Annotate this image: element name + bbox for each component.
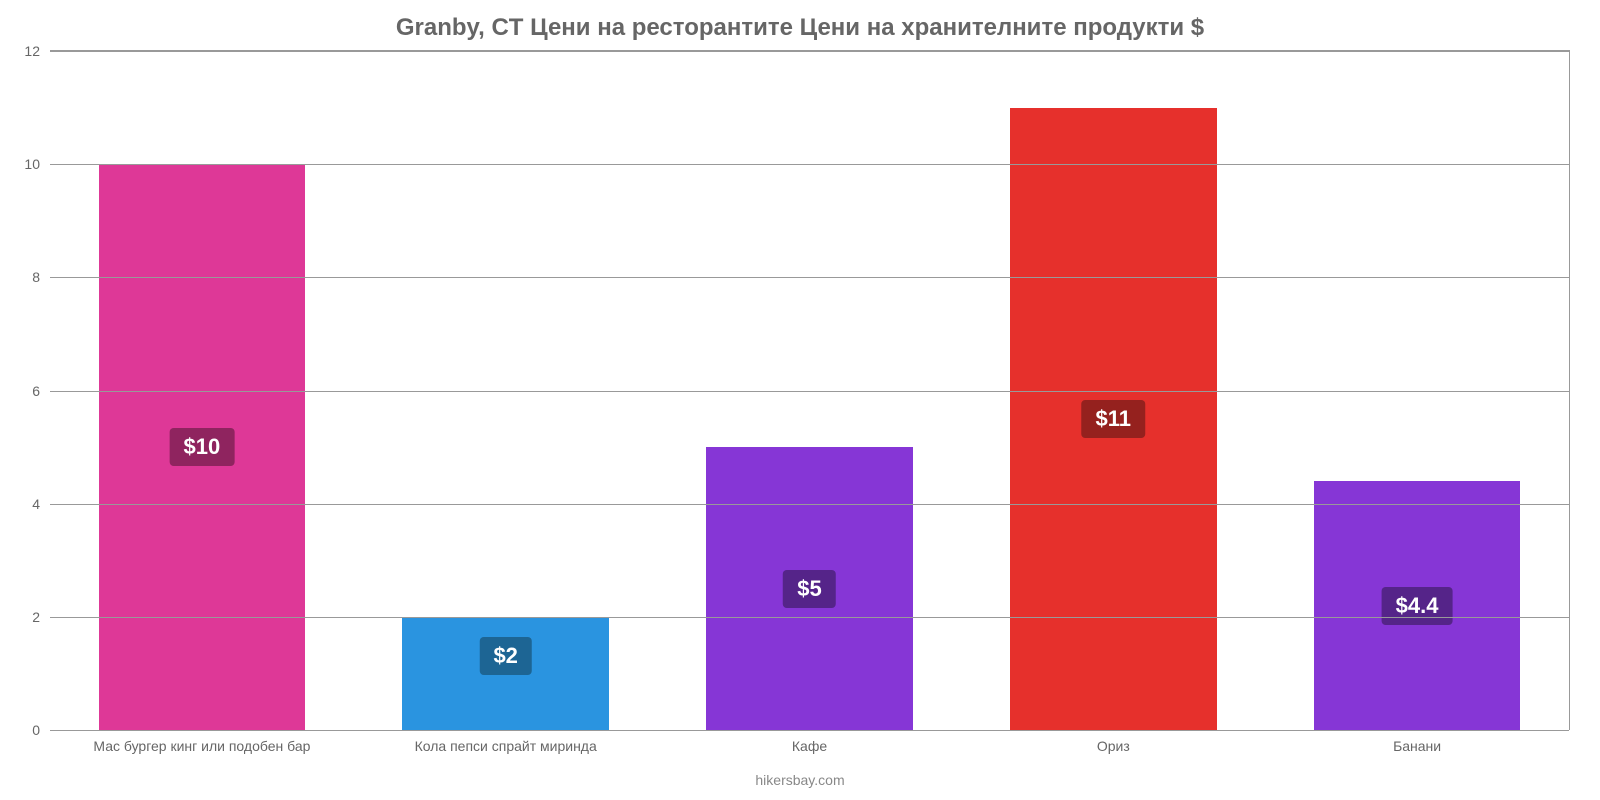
x-tick-label: Ориз bbox=[1097, 738, 1130, 754]
y-tick-label: 12 bbox=[24, 43, 40, 59]
y-tick-label: 4 bbox=[32, 496, 40, 512]
gridline bbox=[50, 617, 1569, 618]
x-tick-label: Кола пепси спрайт миринда bbox=[415, 738, 597, 754]
bar-value-label: $10 bbox=[170, 428, 235, 466]
y-tick-label: 6 bbox=[32, 383, 40, 399]
bar-value-label: $11 bbox=[1082, 400, 1146, 438]
gridline bbox=[50, 51, 1569, 52]
gridline bbox=[50, 730, 1569, 731]
y-tick-label: 10 bbox=[24, 156, 40, 172]
x-tick-label: Мас бургер кинг или подобен бар bbox=[93, 738, 310, 754]
bar: $10 bbox=[99, 164, 306, 730]
y-tick-label: 8 bbox=[32, 269, 40, 285]
bar: $5 bbox=[706, 447, 913, 730]
gridline bbox=[50, 391, 1569, 392]
y-tick-label: 0 bbox=[32, 722, 40, 738]
gridline bbox=[50, 164, 1569, 165]
bar: $11 bbox=[1010, 108, 1217, 730]
bar-value-label: $4.4 bbox=[1382, 587, 1453, 625]
bar-value-label: $5 bbox=[783, 570, 835, 608]
x-tick-label: Кафе bbox=[792, 738, 827, 754]
bar: $2 bbox=[402, 617, 609, 730]
gridline bbox=[50, 277, 1569, 278]
plot-area: $10$2$5$11$4.4 024681012Мас бургер кинг … bbox=[50, 50, 1570, 730]
chart-title: Granby, CT Цени на ресторантите Цени на … bbox=[0, 0, 1600, 43]
gridline bbox=[50, 504, 1569, 505]
bar-value-label: $2 bbox=[479, 637, 531, 675]
bar: $4.4 bbox=[1314, 481, 1521, 730]
x-tick-label: Банани bbox=[1393, 738, 1441, 754]
chart-footer: hikersbay.com bbox=[0, 772, 1600, 788]
y-tick-label: 2 bbox=[32, 609, 40, 625]
bar-chart: Granby, CT Цени на ресторантите Цени на … bbox=[0, 0, 1600, 800]
